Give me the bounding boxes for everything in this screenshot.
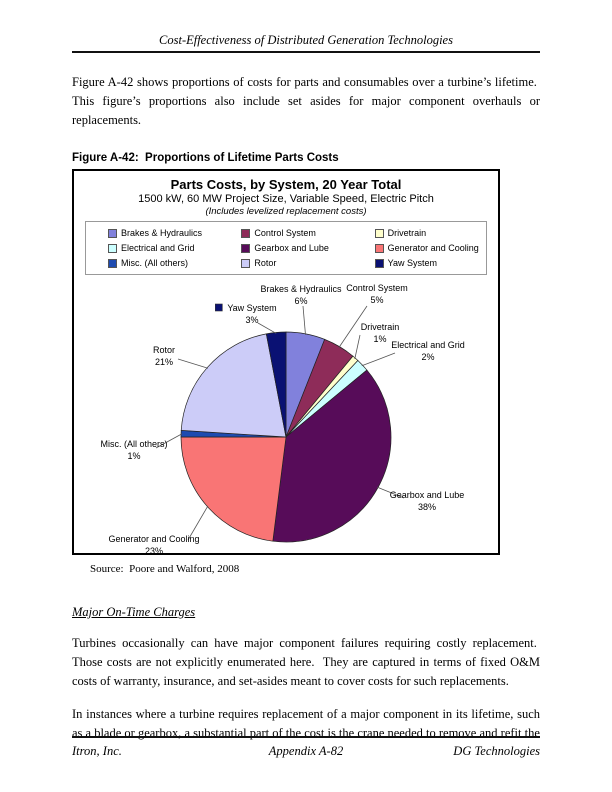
pie-leader-line xyxy=(257,322,277,334)
chart-subtitle: 1500 kW, 60 MW Project Size, Variable Sp… xyxy=(138,193,434,205)
pie-leader-line xyxy=(338,305,368,348)
pie-slice-8 xyxy=(265,331,287,438)
legend-item-7: Rotor xyxy=(219,258,352,268)
pie-label-key-icon xyxy=(215,303,223,312)
page-header: Cost-Effectiveness of Distributed Genera… xyxy=(72,0,540,53)
legend-label: Electrical and Grid xyxy=(121,243,195,253)
pie-svg: Brakes & Hydraulics 6%Control System 5% Dri… xyxy=(100,283,465,555)
legend-item-3: Electrical and Grid xyxy=(86,243,219,253)
legend-item-0: Brakes & Hydraulics xyxy=(86,228,219,238)
legend-item-6: Misc. (All others) xyxy=(86,258,219,268)
legend-label: Misc. (All others) xyxy=(121,258,189,268)
figure-caption: Figure A-42: Proportions of Lifetime Par… xyxy=(72,152,339,164)
source-note: Source: Poore and Walford, 2008 xyxy=(90,563,240,575)
page-footer: Itron, Inc. Appendix A-82 DG Technologie… xyxy=(72,736,540,759)
legend-swatch-icon xyxy=(374,228,384,238)
legend-item-8: Yaw System xyxy=(353,258,486,268)
pie-leader-line xyxy=(302,305,306,335)
legend-swatch-icon xyxy=(108,258,117,268)
chart-legend: Brakes & Hydraulics Control System Drivetr… xyxy=(85,221,487,275)
pie-label-6: Misc. (All others) 1% xyxy=(100,439,167,461)
footer-center: Appendix A-82 xyxy=(268,744,344,758)
pie-label-1: Control System 5% xyxy=(346,283,408,305)
legend-swatch-icon xyxy=(374,243,384,253)
footer-right: DG Technologies xyxy=(453,744,540,758)
legend-item-4: Gearbox and Lube xyxy=(219,243,352,253)
legend-label: Brakes & Hydraulics xyxy=(121,228,203,238)
legend-label: Rotor xyxy=(254,258,277,268)
legend-label: Gearbox and Lube xyxy=(254,243,329,253)
section-heading: Major On-Time Charges xyxy=(72,605,196,619)
pie-label-7: Rotor 21% xyxy=(153,345,175,367)
legend-label: Generator and Cooling xyxy=(387,243,479,253)
legend-item-2: Drivetrain xyxy=(353,228,486,238)
pie-leader-line xyxy=(376,486,405,499)
pie-leader-line xyxy=(361,352,396,367)
legend-label: Drivetrain xyxy=(387,228,427,238)
pie-leader-line xyxy=(155,433,183,449)
legend-label: Yaw System xyxy=(387,258,438,268)
pie-label-5: Generator and Cooling 23% xyxy=(108,534,199,555)
pie-label-3: Electrical and Grid 2% xyxy=(391,340,465,362)
chart-frame: Parts Costs, by System, 20 Year Total 15… xyxy=(72,169,500,555)
legend-swatch-icon xyxy=(241,243,251,253)
legend-item-1: Control System xyxy=(219,228,352,238)
legend-swatch-icon xyxy=(374,258,384,268)
body-paragraph-1: Turbines occasionally can have major com… xyxy=(72,636,540,688)
running-header-title: Cost-Effectiveness of Distributed Genera… xyxy=(159,33,453,47)
chart-note: (Includes levelized replacement costs) xyxy=(205,206,367,217)
legend-swatch-icon xyxy=(241,258,251,268)
legend-item-5: Generator and Cooling xyxy=(353,243,486,253)
legend-label: Control System xyxy=(254,228,316,238)
footer-left: Itron, Inc. xyxy=(72,744,122,758)
legend-swatch-icon xyxy=(241,228,251,238)
pie-leader-line xyxy=(354,334,361,360)
legend-swatch-icon xyxy=(108,243,117,253)
intro-paragraph: Figure A-42 shows proportions of costs f… xyxy=(72,75,540,127)
legend-swatch-icon xyxy=(108,228,117,238)
chart-title: Parts Costs, by System, 20 Year Total xyxy=(170,177,402,192)
pie-leader-line xyxy=(177,358,209,369)
pie-label-8: Yaw System 3% xyxy=(227,303,276,325)
pie-label-0: Brakes & Hydraulics 6% xyxy=(260,284,342,306)
pie-label-2: Drivetrain 1% xyxy=(361,322,400,344)
pie-label-4: Gearbox and Lube 38% xyxy=(390,490,465,512)
pie-leader-line xyxy=(187,505,209,541)
